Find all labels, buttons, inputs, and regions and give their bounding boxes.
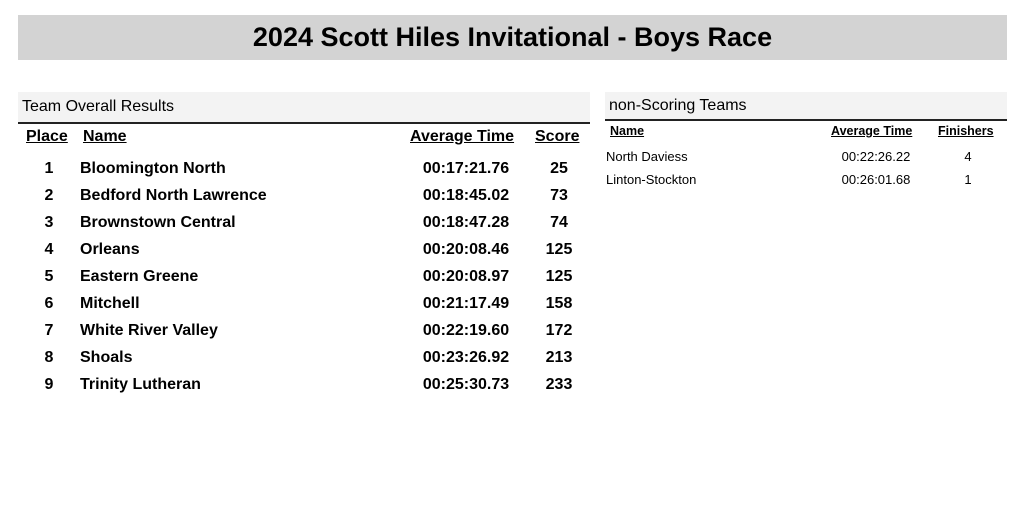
table-row: Linton-Stockton 00:26:01.68 1 [605,169,1007,192]
table-row: 3 Brownstown Central 00:18:47.28 74 [18,210,590,237]
score: 233 [545,376,573,393]
team-name: Bloomington North [80,160,226,177]
place: 8 [44,349,54,366]
average-time: 00:18:47.28 [422,214,510,231]
average-time: 00:18:45.02 [422,187,510,204]
average-time: 00:17:21.76 [422,160,510,177]
non-scoring-heading: non-Scoring Teams [605,92,1007,121]
finishers: 1 [964,172,972,187]
team-name: Brownstown Central [80,214,236,231]
place: 9 [44,376,54,393]
table-row: 1 Bloomington North 00:17:21.76 25 [18,156,590,183]
place: 5 [44,268,54,285]
score: 125 [545,268,573,285]
score: 25 [550,160,568,177]
col-header-finishers: Finishers [938,124,994,138]
table-row: North Daviess 00:22:26.22 4 [605,146,1007,169]
average-time: 00:21:17.49 [422,295,510,312]
place: 6 [44,295,54,312]
team-name: Trinity Lutheran [80,376,201,393]
table-row: 5 Eastern Greene 00:20:08.97 125 [18,264,590,291]
finishers: 4 [964,149,972,164]
table-row: 9 Trinity Lutheran 00:25:30.73 233 [18,372,590,399]
average-time: 00:22:26.22 [841,149,911,164]
place: 1 [44,160,54,177]
place: 7 [44,322,54,339]
average-time: 00:23:26.92 [422,349,510,366]
page-title: 2024 Scott Hiles Invitational - Boys Rac… [18,15,1007,60]
place: 4 [44,241,54,258]
average-time: 00:26:01.68 [841,172,911,187]
average-time: 00:25:30.73 [422,376,510,393]
col-header-place: Place [26,128,68,145]
team-name: Mitchell [80,295,140,312]
team-name: North Daviess [606,149,688,164]
average-time: 00:22:19.60 [422,322,510,339]
team-name: Eastern Greene [80,268,199,285]
score: 74 [550,214,568,231]
table-row: 8 Shoals 00:23:26.92 213 [18,345,590,372]
score: 172 [545,322,573,339]
col-header-average-time: Average Time [410,128,515,145]
table-row: 2 Bedford North Lawrence 00:18:45.02 73 [18,183,590,210]
col-header-name: Name [610,124,645,138]
team-name: Bedford North Lawrence [80,187,267,204]
col-header-score: Score [535,128,580,145]
team-name: Orleans [80,241,140,258]
table-row: 4 Orleans 00:20:08.46 125 [18,237,590,264]
place: 2 [44,187,54,204]
team-name: White River Valley [80,322,218,339]
score: 213 [545,349,573,366]
table-row: 7 White River Valley 00:22:19.60 172 [18,318,590,345]
table-row: 6 Mitchell 00:21:17.49 158 [18,291,590,318]
score: 125 [545,241,573,258]
team-name: Linton-Stockton [606,172,697,187]
col-header-average-time: Average Time [831,124,913,138]
average-time: 00:20:08.46 [422,241,510,258]
team-name: Shoals [80,349,133,366]
average-time: 00:20:08.97 [422,268,510,285]
team-results-heading: Team Overall Results [18,92,590,124]
score: 73 [550,187,568,204]
place: 3 [44,214,54,231]
score: 158 [545,295,573,312]
col-header-name: Name [83,128,127,145]
